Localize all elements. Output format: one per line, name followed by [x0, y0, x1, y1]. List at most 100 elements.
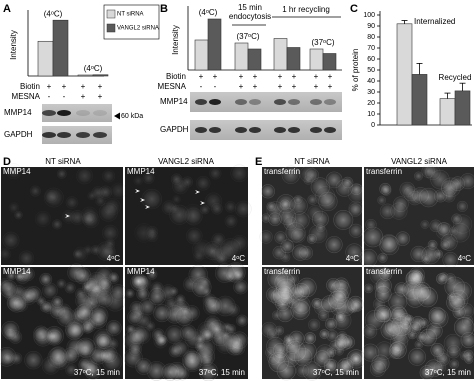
band [195, 99, 207, 105]
sign: + [199, 72, 204, 81]
band [57, 132, 71, 138]
cell [205, 296, 223, 314]
cell [365, 218, 377, 231]
cell [337, 358, 354, 374]
marker-label: 60 kDa [121, 113, 143, 120]
cell [259, 230, 273, 244]
cell [341, 335, 355, 349]
cell [42, 300, 57, 314]
bar [234, 42, 249, 71]
cell [44, 190, 58, 204]
condition-label: 4ᵒC [232, 254, 245, 263]
cell [334, 277, 349, 292]
cell [307, 194, 318, 205]
cell [335, 296, 355, 317]
cell [460, 332, 474, 349]
cell [375, 277, 392, 294]
sign: + [239, 82, 244, 91]
row-label: MESNA [12, 92, 41, 101]
cell [99, 185, 113, 199]
cell [350, 353, 362, 365]
y-tick-label: 20 [367, 100, 375, 107]
cell [421, 164, 435, 178]
band [288, 127, 300, 133]
blot-label: GAPDH [4, 130, 33, 139]
cell [185, 227, 203, 245]
bar [286, 47, 301, 71]
cell [236, 314, 249, 327]
y-tick-label: 100 [363, 12, 375, 19]
sign: + [314, 82, 319, 91]
sign: + [314, 72, 319, 81]
y-tick-label: 70 [367, 45, 375, 52]
cell [410, 272, 426, 288]
sign: + [278, 82, 283, 91]
cell [80, 316, 97, 333]
band [195, 127, 207, 133]
cell [83, 294, 100, 311]
cell [428, 306, 446, 325]
cell [102, 169, 116, 183]
arrowhead [65, 214, 70, 218]
cell [430, 169, 450, 190]
cell [204, 192, 223, 210]
cell [74, 267, 92, 285]
bar [194, 39, 209, 71]
band [93, 110, 107, 116]
cell [226, 303, 240, 317]
cell [96, 241, 116, 261]
cell [47, 347, 68, 368]
cell [146, 225, 159, 238]
condition-label: 4ᵒC [107, 254, 120, 263]
column-heading: NT siRNA [294, 157, 330, 166]
blot-label: MMP14 [160, 97, 188, 106]
cell [419, 365, 435, 380]
cell [298, 341, 317, 361]
cell [133, 175, 144, 186]
cell [290, 300, 311, 320]
annotation: (37ᵒC) [311, 38, 334, 47]
cell [274, 231, 287, 244]
cell [64, 282, 76, 294]
cell [82, 360, 98, 377]
cell [2, 231, 20, 249]
cell [102, 224, 119, 242]
y-tick-label: 80 [367, 34, 375, 41]
cell [18, 250, 35, 266]
cell [127, 324, 147, 345]
stain-label: transferrin [366, 267, 402, 276]
y-axis-label: Intensity [9, 30, 18, 60]
cell [46, 331, 56, 341]
cell [306, 233, 317, 244]
stain-label: transferrin [264, 167, 300, 176]
cell [183, 276, 199, 292]
cell [304, 168, 320, 183]
cell [439, 272, 449, 281]
cell [224, 214, 238, 228]
condition-label: 4ᵒC [458, 254, 471, 263]
cell [462, 315, 474, 327]
cell [380, 234, 398, 252]
cell [20, 289, 35, 304]
cell [104, 290, 126, 312]
sign: + [328, 82, 333, 91]
cell [420, 220, 430, 229]
bar [77, 74, 94, 77]
sign: + [81, 92, 86, 101]
cell [36, 296, 46, 306]
stain-label: MMP14 [127, 167, 155, 176]
cell [275, 296, 290, 312]
column-heading: VANGL2 siRNA [391, 157, 448, 166]
sign: - [48, 92, 51, 101]
arrowhead [145, 205, 150, 209]
annotation: (37ᵒC) [236, 32, 259, 41]
cell [400, 322, 414, 335]
cell [160, 284, 177, 301]
cell [76, 167, 93, 185]
cell [449, 359, 460, 369]
band [274, 99, 286, 105]
cell [73, 249, 83, 259]
cell [93, 328, 114, 350]
